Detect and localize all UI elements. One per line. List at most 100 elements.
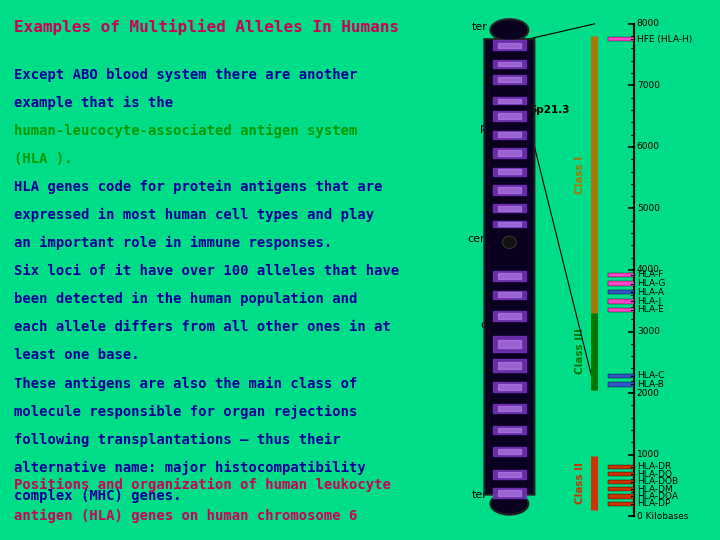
Bar — [492, 426, 526, 434]
Bar — [492, 336, 526, 352]
Bar — [498, 132, 521, 137]
Bar — [608, 290, 634, 294]
Text: 6000: 6000 — [637, 143, 660, 151]
Bar — [608, 281, 634, 286]
Text: an important role in immune responses.: an important role in immune responses. — [14, 236, 332, 250]
Bar — [492, 131, 526, 139]
Bar — [492, 271, 526, 281]
Text: Class II: Class II — [575, 462, 585, 504]
Bar — [498, 170, 521, 174]
Text: ter: ter — [472, 490, 487, 500]
Bar — [498, 222, 521, 226]
Bar — [498, 490, 521, 496]
Bar — [492, 75, 526, 84]
Bar — [608, 465, 634, 469]
Text: 3000: 3000 — [637, 327, 660, 336]
Ellipse shape — [503, 236, 516, 248]
Text: HLA-A: HLA-A — [637, 288, 664, 296]
Bar — [498, 313, 521, 319]
Bar — [498, 406, 521, 411]
Text: HLA genes code for protein antigens that are: HLA genes code for protein antigens that… — [14, 180, 382, 194]
Text: 0 Kilobases: 0 Kilobases — [637, 511, 688, 521]
Text: HLA-B: HLA-B — [637, 380, 664, 389]
Text: Except ABO blood system there are another: Except ABO blood system there are anothe… — [14, 68, 357, 82]
Text: example that is the: example that is the — [14, 96, 173, 110]
Text: Class III: Class III — [575, 329, 585, 374]
Bar — [498, 428, 521, 433]
Bar — [608, 472, 634, 476]
Text: alternative name: major histocompatibility: alternative name: major histocompatibili… — [14, 461, 365, 475]
Text: p: p — [480, 124, 487, 133]
Text: expressed in most human cell types and play: expressed in most human cell types and p… — [14, 208, 374, 222]
Bar — [498, 62, 521, 66]
Text: following transplantations — thus their: following transplantations — thus their — [14, 433, 340, 447]
Text: 2000: 2000 — [637, 389, 660, 397]
Bar — [498, 99, 521, 103]
Bar — [608, 37, 634, 42]
Ellipse shape — [490, 19, 528, 41]
Text: (HLA ).: (HLA ). — [14, 152, 72, 166]
Bar — [492, 185, 526, 195]
Text: q: q — [480, 320, 487, 330]
Text: been detected in the human population and: been detected in the human population an… — [14, 292, 357, 306]
Bar — [492, 447, 526, 456]
Text: HLA-F: HLA-F — [637, 271, 663, 279]
Bar — [490, 237, 529, 248]
Bar — [498, 362, 521, 369]
Bar — [498, 292, 521, 297]
Bar — [498, 206, 521, 211]
Text: HLA-DP: HLA-DP — [637, 500, 670, 508]
Text: antigen (HLA) genes on human chromosome 6: antigen (HLA) genes on human chromosome … — [14, 509, 357, 523]
Bar — [608, 487, 634, 491]
FancyBboxPatch shape — [485, 39, 534, 495]
Bar — [492, 470, 526, 478]
Bar — [492, 359, 526, 372]
Text: HLA-DR: HLA-DR — [637, 462, 671, 471]
Text: Positions and organization of human leukocyte: Positions and organization of human leuk… — [14, 478, 390, 492]
Text: HLA-DOA: HLA-DOA — [637, 492, 678, 501]
Bar — [492, 488, 526, 498]
Text: 4000: 4000 — [637, 266, 660, 274]
Text: 6p21.3: 6p21.3 — [530, 105, 570, 115]
Bar — [498, 187, 521, 193]
Bar — [608, 308, 634, 312]
Bar — [498, 340, 521, 348]
Bar — [492, 40, 526, 50]
Bar — [492, 60, 526, 68]
Text: 5000: 5000 — [637, 204, 660, 213]
Bar — [608, 374, 634, 378]
Text: 8000: 8000 — [637, 19, 660, 29]
Text: These antigens are also the main class of: These antigens are also the main class o… — [14, 376, 357, 390]
Text: ter: ter — [472, 22, 487, 32]
Text: HLA-E: HLA-E — [637, 306, 664, 314]
Text: least one base.: least one base. — [14, 348, 139, 362]
Bar — [492, 167, 526, 176]
Bar — [608, 273, 634, 277]
Text: HLA-J: HLA-J — [637, 297, 661, 306]
Text: human-leucocyte-associated antigen system: human-leucocyte-associated antigen syste… — [14, 124, 357, 138]
Bar — [492, 311, 526, 321]
Text: HFE (HLA-H): HFE (HLA-H) — [637, 35, 692, 44]
Text: HLA-DQ: HLA-DQ — [637, 470, 672, 479]
Text: HLA-C: HLA-C — [637, 372, 665, 380]
Bar — [498, 384, 521, 390]
Bar — [608, 382, 634, 387]
Text: complex (MHC) genes.: complex (MHC) genes. — [14, 489, 181, 503]
Bar — [492, 221, 526, 227]
Bar — [492, 403, 526, 414]
Bar — [608, 480, 634, 484]
Text: Class I: Class I — [575, 156, 585, 194]
Bar — [498, 43, 521, 48]
Bar — [492, 382, 526, 392]
Text: cen: cen — [467, 234, 487, 244]
Bar — [498, 449, 521, 454]
Bar — [492, 97, 526, 104]
Bar — [608, 494, 634, 498]
Bar — [608, 502, 634, 506]
Bar — [492, 205, 526, 212]
Bar — [498, 113, 521, 119]
Text: molecule responsible for organ rejections: molecule responsible for organ rejection… — [14, 404, 357, 418]
Bar — [498, 77, 521, 82]
Text: HLA-DOB: HLA-DOB — [637, 477, 678, 486]
Text: each allele differs from all other ones in at: each allele differs from all other ones … — [14, 320, 390, 334]
